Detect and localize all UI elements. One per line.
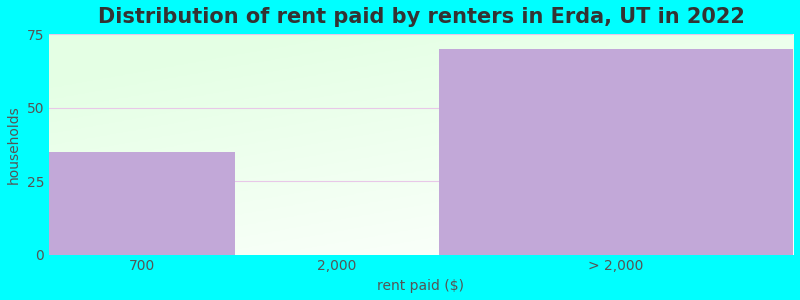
Y-axis label: households: households xyxy=(7,105,21,184)
Bar xyxy=(49,152,235,255)
Bar xyxy=(438,49,793,255)
Title: Distribution of rent paid by renters in Erda, UT in 2022: Distribution of rent paid by renters in … xyxy=(98,7,744,27)
X-axis label: rent paid ($): rent paid ($) xyxy=(378,279,465,293)
